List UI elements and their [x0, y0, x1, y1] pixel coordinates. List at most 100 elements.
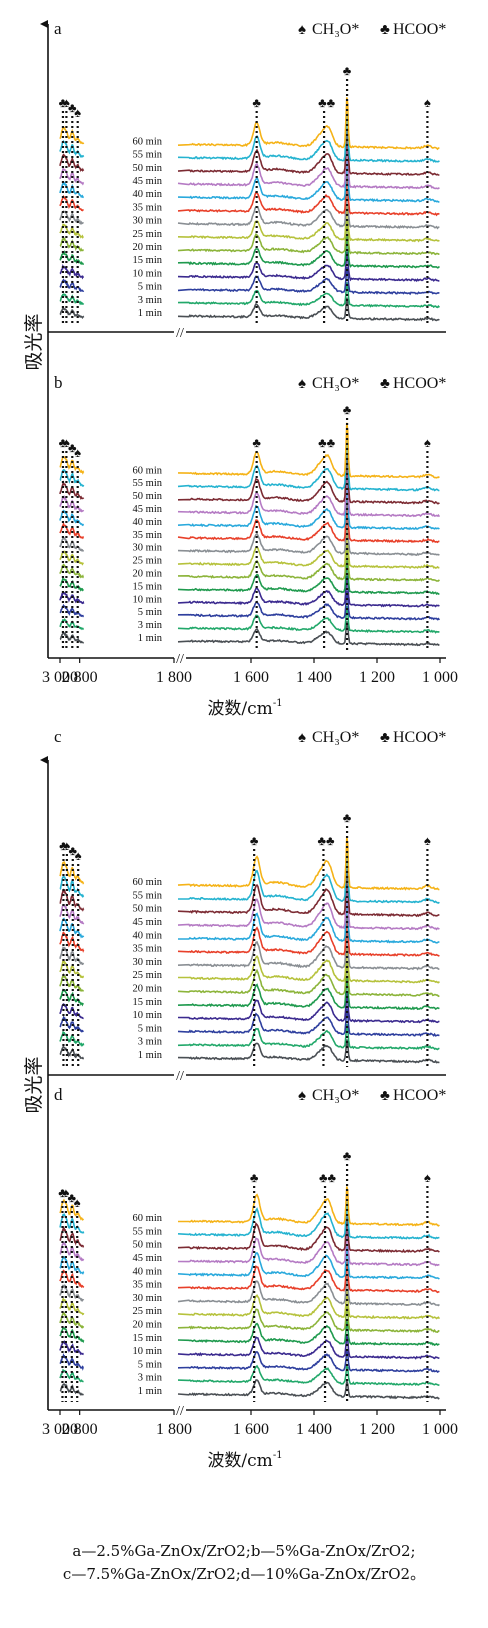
x-axis-a: // — [48, 326, 446, 341]
x-tick-label-7: 1 000 — [422, 1421, 458, 1438]
legend-c: ♠ CH₃O* ♣ HCOO* — [298, 729, 446, 746]
series-label-14: 60 min — [133, 1213, 163, 1224]
series-label-11: 45 min — [133, 917, 163, 928]
series-line-right-12 — [177, 1216, 440, 1253]
caption-line-2: c—7.5%Ga-ZnOx/ZrO2;d—10%Ga-ZnOx/ZrO2。 — [62, 1565, 426, 1583]
series-line-right-14 — [178, 1186, 440, 1227]
marker-symbol-6: ♣♣ — [317, 833, 335, 848]
legend-club-symbol: ♣ — [380, 22, 390, 38]
legend-spade-symbol: ♠ — [298, 730, 306, 746]
figure-caption: a—2.5%Ga-ZnOx/ZrO2;b—5%Ga-ZnOx/ZrO2; c—7… — [0, 1540, 488, 1586]
legend-ch3o-label: CH₃O* — [312, 729, 359, 746]
x-tick-label-3: 1 800 — [156, 669, 192, 686]
markers-d: ♣♠♣♠♣ ♣♣♣♠ — [58, 1148, 431, 1402]
series-label-7: 25 min — [133, 556, 163, 567]
series-line-left-8 — [59, 535, 85, 552]
series-line-right-5 — [177, 1320, 440, 1347]
series-line-right-2 — [177, 1023, 440, 1051]
marker-symbol-8: ♠ — [424, 833, 431, 848]
series-line-left-5 — [59, 988, 84, 1007]
series-line-right-10 — [177, 1246, 440, 1280]
x-tick-label-5: 1 400 — [296, 669, 332, 686]
series-label-1: 1 min — [138, 308, 163, 319]
marker-symbol-8: ♠ — [424, 435, 431, 450]
marker-symbol-6: ♣♣ — [318, 95, 336, 110]
series-label-9: 35 min — [133, 202, 163, 213]
y-axis-ab: 吸光率 — [23, 20, 49, 658]
y-axis-cd: 吸光率 — [23, 756, 49, 1410]
series-line-left-1 — [59, 1383, 84, 1396]
series-line-left-13 — [59, 874, 85, 898]
series-line-right-6 — [177, 544, 440, 582]
series-line-left-6 — [59, 563, 84, 579]
x-tick-label-1: 3 000 — [42, 1421, 78, 1438]
series-line-right-7 — [177, 1291, 441, 1320]
y-axis-ab-title: 吸光率 — [23, 313, 45, 370]
marker-symbol-8: ♠ — [424, 95, 431, 110]
x-axis-title-sup: -1 — [273, 1450, 283, 1461]
legend-hcoo-label: HCOO* — [393, 21, 446, 38]
x-tick-label-2: 2 800 — [62, 669, 98, 686]
marker-symbol-1: ♣ — [59, 435, 68, 450]
marker-symbol-7: ♣ — [343, 402, 352, 417]
caption-line-1: a—2.5%Ga-ZnOx/ZrO2;b—5%Ga-ZnOx/ZrO2; — [72, 1542, 416, 1560]
spectra-a: 1 min 3 min 5 min 10 min 15 min 20 min 25 min 3… — [59, 97, 441, 322]
series-line-right-13 — [177, 1201, 440, 1240]
series-line-right-14 — [177, 422, 440, 479]
legend-ch3o-label: CH₃O* — [312, 375, 359, 392]
series-label-8: 30 min — [133, 543, 163, 554]
series-label-6: 20 min — [133, 569, 163, 580]
series-line-right-1 — [177, 621, 440, 647]
marker-symbol-3: ♣ — [68, 1190, 77, 1205]
series-label-10: 40 min — [133, 189, 163, 200]
marker-symbol-1: ♣ — [58, 1185, 67, 1200]
series-label-7: 25 min — [133, 970, 163, 981]
series-line-left-1 — [59, 631, 85, 644]
series-label-4: 10 min — [133, 1010, 163, 1021]
series-line-left-11 — [59, 494, 85, 513]
series-line-right-4 — [177, 1335, 440, 1360]
legend-spade-symbol: ♠ — [298, 22, 306, 38]
series-line-right-8 — [177, 189, 440, 230]
series-line-right-11 — [177, 883, 440, 931]
series-line-left-12 — [59, 1225, 85, 1248]
series-line-left-12 — [59, 153, 85, 173]
series-line-right-2 — [177, 282, 441, 309]
markers-b: ♣♠♣♠♣ ♣♣♣♠ — [59, 402, 431, 650]
series-line-left-2 — [59, 1368, 84, 1383]
series-label-13: 55 min — [133, 890, 163, 901]
series-label-3: 5 min — [138, 1359, 163, 1370]
marker-symbol-2: ♠ — [63, 838, 70, 853]
x-tick-label-4: 1 600 — [233, 1421, 269, 1438]
series-label-13: 55 min — [133, 1226, 163, 1237]
series-line-right-7 — [177, 529, 440, 570]
series-label-5: 15 min — [133, 581, 163, 592]
legend-club-symbol: ♣ — [380, 376, 390, 392]
series-label-5: 15 min — [133, 1333, 163, 1344]
series-line-left-14 — [59, 861, 85, 885]
series-line-right-13 — [177, 437, 440, 492]
marker-symbol-3: ♣ — [69, 843, 78, 858]
series-line-right-12 — [177, 128, 440, 176]
series-line-left-6 — [59, 972, 84, 992]
series-line-right-6 — [177, 1305, 440, 1333]
series-label-12: 50 min — [133, 163, 163, 174]
series-line-right-9 — [177, 1261, 440, 1294]
series-label-8: 30 min — [133, 957, 163, 968]
series-line-left-7 — [59, 1297, 85, 1316]
series-label-14: 60 min — [133, 465, 163, 476]
spectra-d: 1 min 3 min 5 min 10 min 15 min 20 min 25 min 3… — [59, 1186, 441, 1400]
marker-symbol-4: ♠ — [74, 105, 81, 120]
series-label-5: 15 min — [133, 997, 163, 1008]
marker-symbol-1: ♣ — [59, 838, 68, 853]
series-label-9: 35 min — [133, 944, 163, 955]
legend-hcoo-label: HCOO* — [393, 375, 446, 392]
marker-symbol-4: ♠ — [74, 445, 81, 460]
series-line-right-11 — [177, 1231, 440, 1267]
x-tick-label-4: 1 600 — [233, 669, 269, 686]
series-label-9: 35 min — [133, 530, 163, 541]
